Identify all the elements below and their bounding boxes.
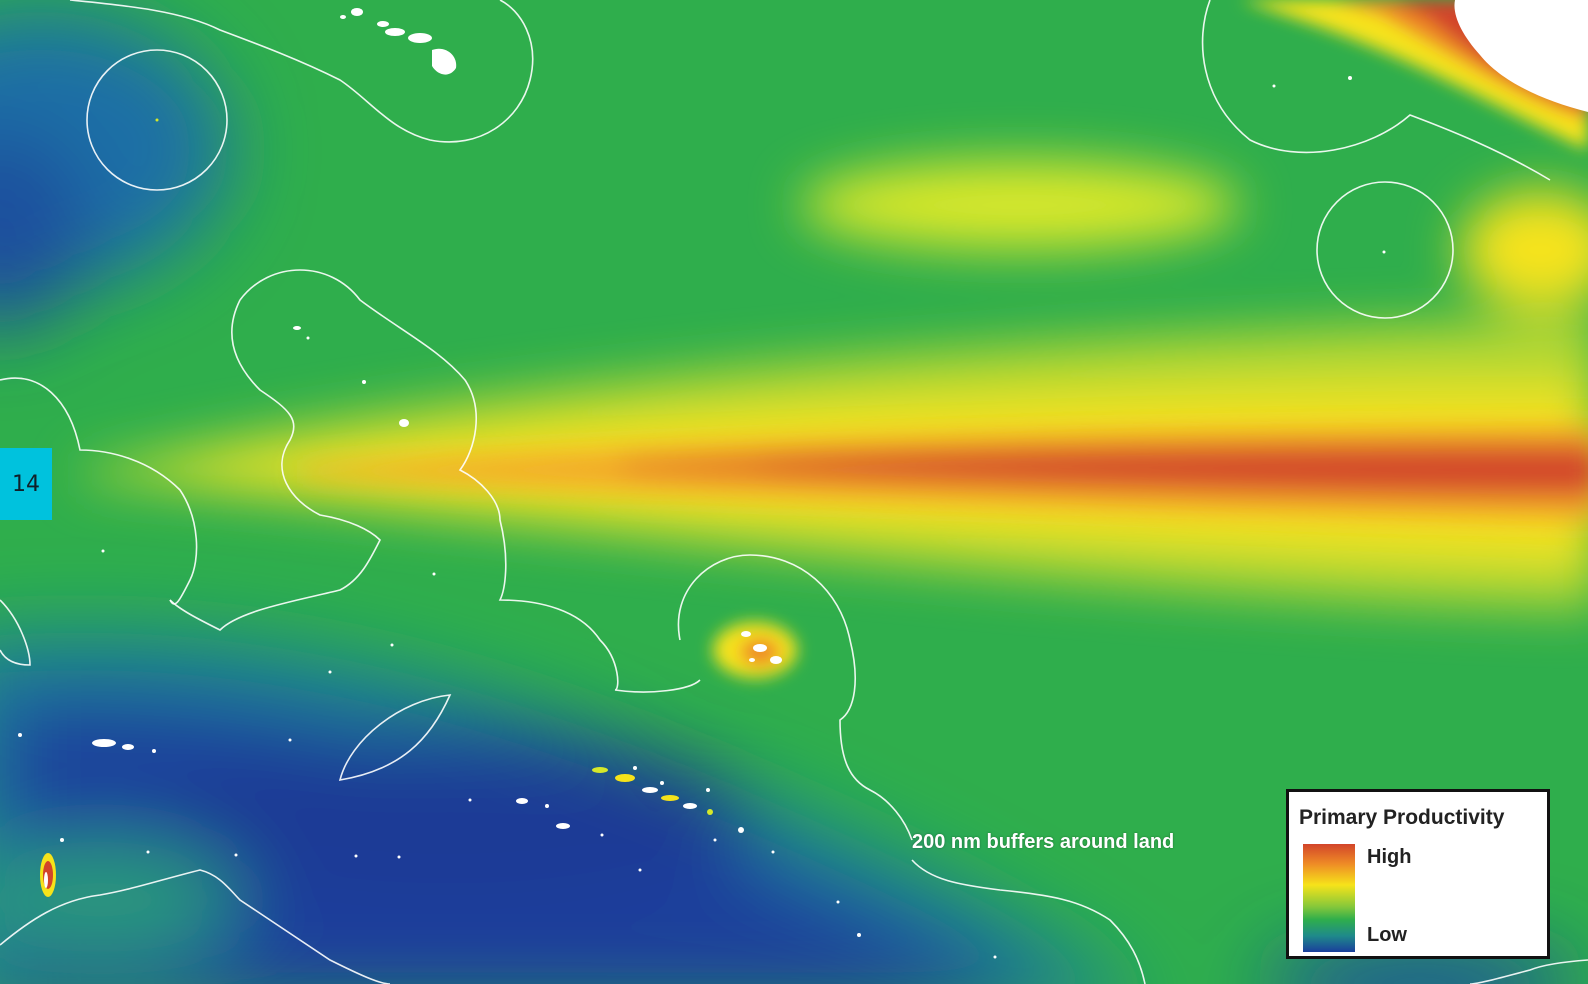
cook-island-spot [40,838,64,897]
buffer-hawaii [69,0,534,143]
tuamotu-islands [592,766,713,815]
buffer-small-2 [0,599,31,666]
marquesas-islands [741,631,782,664]
legend-high-label: High [1367,846,1412,868]
buffer-galapagos [1469,959,1588,984]
buffer-line-islands-north [169,269,701,693]
buffer-clipperton [1316,181,1454,319]
buffer-tuamotu [911,859,1146,984]
legend-low-label: Low [1367,924,1407,946]
buffer-small-1 [338,694,452,781]
buffer-kiribati-west [0,377,198,605]
buffer-galapagos-north [1201,0,1551,181]
buffer-marquesas [677,554,913,841]
coastline-landmass [1454,0,1588,112]
page-number-badge: 14 [0,448,52,520]
buffer-johnston [86,49,228,191]
buffer-cook [0,869,391,984]
buffer-annotation-label: 200 nm buffers around land [912,831,1175,853]
island-hawaii [432,48,457,75]
islands [18,8,1386,959]
low-productivity-areas [0,10,1580,984]
legend-color-ramp [1303,844,1355,952]
productivity-legend: Primary Productivity High Low [1286,789,1550,959]
legend-title: Primary Productivity [1299,806,1505,829]
equatorial-core [300,428,1588,520]
